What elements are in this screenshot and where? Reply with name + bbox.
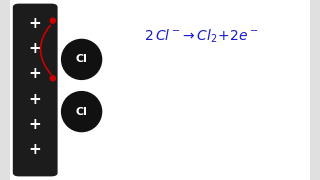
Text: Cl: Cl xyxy=(76,54,88,64)
Text: +: + xyxy=(29,142,42,157)
Ellipse shape xyxy=(50,75,56,82)
Bar xyxy=(0,0,10,180)
Text: +: + xyxy=(29,91,42,107)
Text: +: + xyxy=(29,66,42,81)
Text: $2\,Cl^-\!\rightarrow Cl_2\!+\!2e^-$: $2\,Cl^-\!\rightarrow Cl_2\!+\!2e^-$ xyxy=(144,27,259,45)
Ellipse shape xyxy=(61,91,102,132)
Bar xyxy=(310,0,320,180)
FancyBboxPatch shape xyxy=(13,4,58,176)
Text: +: + xyxy=(29,41,42,56)
Text: +: + xyxy=(29,16,42,31)
Ellipse shape xyxy=(50,17,56,24)
FancyArrowPatch shape xyxy=(40,26,51,74)
Text: Cl: Cl xyxy=(76,107,88,117)
Ellipse shape xyxy=(61,39,102,80)
Text: +: + xyxy=(29,117,42,132)
